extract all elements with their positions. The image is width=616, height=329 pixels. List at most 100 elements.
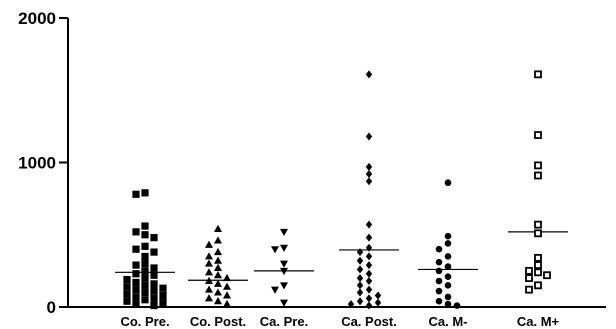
data-point — [141, 189, 149, 197]
data-point — [444, 253, 452, 260]
data-point — [150, 248, 158, 256]
data-point — [141, 281, 149, 289]
data-point — [534, 220, 542, 229]
data-point — [223, 273, 231, 282]
data-point — [132, 278, 140, 287]
data-point — [435, 245, 443, 253]
data-point — [365, 220, 373, 229]
data-point — [123, 290, 131, 298]
data-point — [435, 267, 443, 275]
data-point — [159, 299, 167, 307]
data-point — [214, 279, 222, 287]
data-point — [280, 267, 288, 276]
data-point — [280, 299, 288, 307]
data-point — [543, 271, 551, 280]
data-point — [365, 70, 373, 79]
data-point — [365, 261, 373, 270]
data-point — [132, 300, 140, 308]
data-point — [132, 261, 140, 269]
data-point — [444, 179, 452, 187]
data-point — [150, 234, 158, 242]
data-point — [141, 252, 149, 261]
data-point — [356, 274, 364, 283]
data-point — [280, 260, 288, 268]
data-point — [534, 131, 542, 139]
data-point — [141, 222, 149, 230]
data-point — [132, 286, 140, 294]
data-point — [444, 300, 452, 308]
data-point — [356, 281, 364, 290]
data-point-group — [123, 70, 551, 310]
y-tick-label: 0 — [47, 298, 56, 317]
data-point — [159, 284, 167, 292]
data-point — [280, 282, 288, 290]
data-point — [534, 268, 542, 277]
data-point — [271, 286, 279, 294]
data-point — [280, 228, 288, 237]
x-tick-label-group: Co. Pre. Co. Post. Ca. Pre. Ca. Post. Ca. M-… — [120, 314, 559, 329]
data-point — [214, 236, 222, 244]
data-point — [205, 294, 213, 302]
data-point — [356, 256, 364, 265]
data-point — [365, 276, 373, 285]
data-point — [150, 301, 158, 310]
data-point — [347, 300, 355, 309]
data-point — [356, 248, 364, 257]
x-tick-label: Co. Pre. — [120, 314, 169, 329]
data-point — [435, 277, 443, 285]
data-point — [534, 261, 542, 269]
data-point — [365, 162, 373, 171]
x-tick-label: Ca. M- — [429, 314, 468, 329]
data-point — [444, 293, 452, 301]
data-point — [534, 171, 542, 180]
data-point — [444, 240, 452, 247]
data-point — [205, 240, 213, 248]
data-point — [123, 297, 131, 305]
data-point — [453, 302, 461, 309]
data-point — [435, 297, 443, 305]
data-point — [159, 291, 167, 300]
data-point — [444, 232, 452, 240]
data-point — [525, 266, 533, 275]
x-tick-label: Co. Post. — [190, 314, 246, 329]
data-point — [123, 283, 131, 291]
data-point — [132, 293, 140, 301]
data-point — [132, 270, 140, 278]
data-point — [214, 263, 222, 271]
data-point — [365, 252, 373, 261]
data-point — [444, 282, 452, 289]
data-point — [214, 224, 222, 232]
data-point — [141, 242, 149, 250]
data-point — [356, 265, 364, 274]
data-point — [365, 285, 373, 294]
data-point — [132, 228, 140, 236]
data-point — [356, 288, 364, 297]
data-point — [365, 170, 373, 179]
data-point — [141, 231, 149, 239]
data-point — [444, 273, 452, 280]
data-point — [141, 260, 149, 268]
data-point — [365, 301, 373, 310]
data-point — [150, 294, 158, 302]
data-point — [534, 229, 542, 238]
data-point — [223, 282, 231, 290]
data-point — [534, 161, 542, 170]
data-point — [150, 264, 158, 272]
data-point — [365, 132, 373, 141]
data-point — [205, 252, 213, 260]
data-point — [365, 177, 373, 186]
data-point — [280, 244, 288, 252]
data-point — [534, 281, 542, 290]
data-point — [205, 268, 213, 276]
x-tick-label: Ca. M+ — [517, 314, 560, 329]
data-point — [141, 288, 149, 297]
x-tick-label: Ca. Post. — [341, 314, 397, 329]
y-tick-label: 2000 — [18, 9, 56, 28]
data-point — [205, 259, 213, 267]
data-point — [374, 291, 382, 300]
x-tick-label: Ca. Pre. — [260, 314, 308, 329]
data-point — [123, 275, 131, 284]
data-point — [141, 274, 149, 282]
y-tick-group: 0 1000 2000 — [18, 9, 68, 317]
